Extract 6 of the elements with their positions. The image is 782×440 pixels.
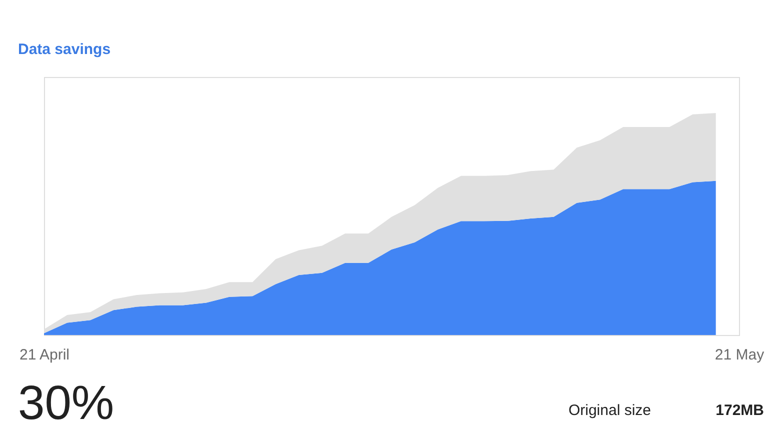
text: 30% xyxy=(18,377,114,430)
x-tick-label: 21 May xyxy=(714,346,765,364)
x-tick-label: 21 April xyxy=(19,346,70,364)
text: 172MB xyxy=(716,402,764,419)
text: Original size xyxy=(568,402,651,419)
chart-title: Data savings xyxy=(18,41,111,58)
